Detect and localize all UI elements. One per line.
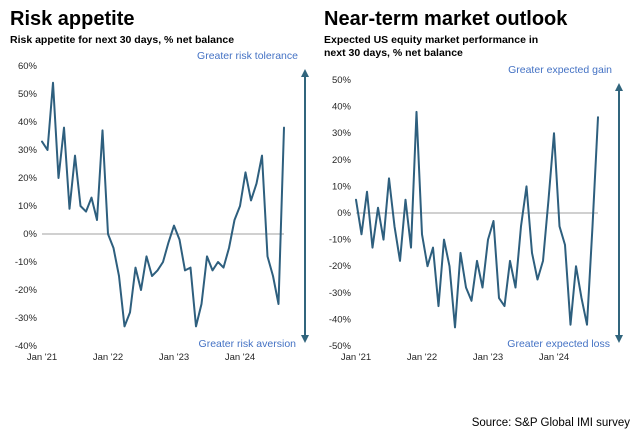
svg-text:Jan '22: Jan '22	[93, 352, 123, 363]
svg-text:-20%: -20%	[15, 285, 38, 296]
down-arrowhead-icon	[301, 335, 309, 343]
charts-row: Risk appetite Risk appetite for next 30 …	[8, 6, 636, 366]
down-arrowhead-icon	[615, 335, 623, 343]
svg-text:40%: 40%	[332, 102, 352, 113]
greater-risk-aversion-label: Greater risk aversion	[198, 338, 296, 350]
svg-text:30%: 30%	[332, 128, 352, 139]
greater-expected-loss-label: Greater expected loss	[507, 338, 610, 350]
svg-text:-30%: -30%	[15, 313, 38, 324]
up-arrowhead-icon	[615, 83, 623, 91]
svg-text:-10%: -10%	[15, 257, 38, 268]
svg-text:-30%: -30%	[329, 288, 352, 299]
svg-text:Jan '24: Jan '24	[539, 352, 569, 363]
svg-text:-50%: -50%	[329, 341, 352, 352]
svg-text:-40%: -40%	[15, 341, 38, 352]
svg-text:-10%: -10%	[329, 235, 352, 246]
svg-text:10%: 10%	[332, 181, 352, 192]
left-chart-subtitle: Risk appetite for next 30 days, % net ba…	[10, 34, 235, 46]
svg-text:0%: 0%	[337, 208, 351, 219]
svg-text:-40%: -40%	[329, 314, 352, 325]
greater-expected-gain-label: Greater expected gain	[508, 64, 612, 76]
svg-text:60%: 60%	[18, 61, 38, 72]
left-chart-title: Risk appetite	[10, 8, 135, 30]
market-outlook-panel: Near-term market outlook Expected US equ…	[322, 6, 636, 366]
svg-text:20%: 20%	[332, 155, 352, 166]
svg-text:20%: 20%	[18, 173, 38, 184]
svg-text:Jan '21: Jan '21	[27, 352, 57, 363]
svg-text:Jan '24: Jan '24	[225, 352, 255, 363]
svg-text:30%: 30%	[18, 145, 38, 156]
up-arrowhead-icon	[301, 69, 309, 77]
left-plot-area: Greater risk tolerance 60% 50% 40% 30% 20% 10…	[8, 50, 322, 366]
source-note: Source: S&P Global IMI survey	[471, 417, 630, 429]
svg-text:-20%: -20%	[329, 261, 352, 272]
risk-appetite-panel: Risk appetite Risk appetite for next 30 …	[8, 6, 322, 366]
right-chart-subtitle: Expected US equity market performance in…	[324, 34, 539, 59]
svg-text:50%: 50%	[18, 89, 38, 100]
svg-text:0%: 0%	[23, 229, 37, 240]
risk-appetite-chart: 60%50%40%30%20%10%0%-10%-20%-30%-40%Jan …	[15, 61, 309, 363]
market-outlook-chart: 50%40%30%20%10%0%-10%-20%-30%-40%-50%Jan…	[329, 75, 623, 363]
greater-risk-tolerance-label: Greater risk tolerance	[197, 50, 298, 62]
right-plot-area: Greater expected gain 50% 40% 30% 20% 10% 0% -…	[322, 64, 636, 366]
svg-text:Jan '21: Jan '21	[341, 352, 371, 363]
svg-text:Jan '23: Jan '23	[473, 352, 503, 363]
svg-text:10%: 10%	[18, 201, 38, 212]
svg-text:Jan '23: Jan '23	[159, 352, 189, 363]
svg-text:Jan '22: Jan '22	[407, 352, 437, 363]
right-chart-title: Near-term market outlook	[324, 8, 568, 30]
svg-text:40%: 40%	[18, 117, 38, 128]
svg-text:50%: 50%	[332, 75, 352, 86]
